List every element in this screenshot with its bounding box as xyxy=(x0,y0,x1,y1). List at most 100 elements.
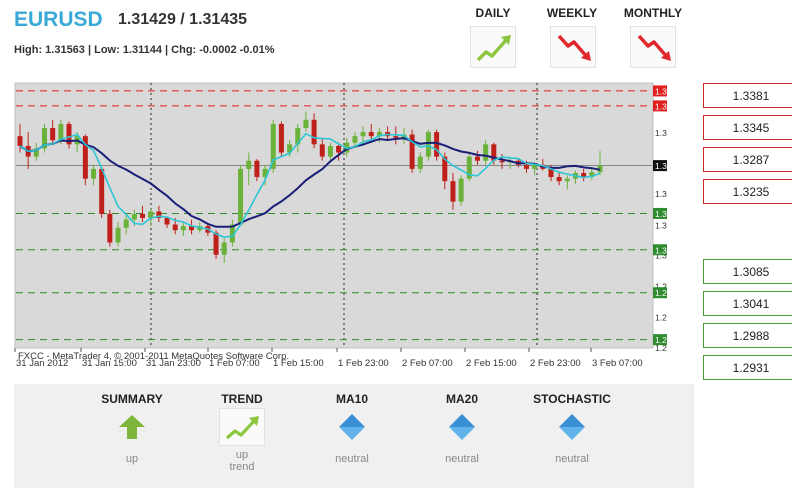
candle-up xyxy=(131,213,137,220)
resistance-label: 1.32170 xyxy=(655,101,667,111)
bid-ask-quote: 1.31429 / 1.31435 xyxy=(118,11,248,28)
candle-down xyxy=(474,156,480,161)
current-price-label: 1.31440 xyxy=(655,161,667,171)
resistance-label-bg xyxy=(653,85,667,97)
indicator-title: MA10 xyxy=(335,392,368,406)
chart-plot-area xyxy=(14,82,654,349)
indicator-value: up xyxy=(125,453,139,465)
candle-down xyxy=(450,181,456,202)
ma-slow-line xyxy=(19,137,601,228)
indicator-value: neutral xyxy=(555,453,589,465)
period-monthly-button[interactable] xyxy=(630,26,676,68)
indicator-title: TREND xyxy=(221,392,263,406)
indicator-ma20[interactable]: MA20 neutral xyxy=(407,392,517,465)
candle-down xyxy=(140,213,146,218)
arrow-up-icon xyxy=(119,415,145,439)
time-tick-label: 31 Jan 2012 xyxy=(16,358,68,367)
candle-down xyxy=(311,119,317,145)
candle-up xyxy=(270,123,276,169)
candle-down xyxy=(99,168,105,214)
current-price-bg xyxy=(653,160,667,172)
candle-down xyxy=(82,136,88,179)
candle-down xyxy=(66,123,72,145)
trend-icon-box xyxy=(219,408,265,446)
time-tick-label: 31 Jan 15:00 xyxy=(82,358,137,367)
support-label-bg xyxy=(653,207,667,219)
candle-down xyxy=(442,156,448,182)
price-stats: High: 1.31563 | Low: 1.31144 | Chg: -0.0… xyxy=(14,44,275,56)
support-level-3: 1.2988 xyxy=(703,323,792,348)
resistance-level-2: 1.3345 xyxy=(703,115,792,140)
price-tick-label: 1.30340 xyxy=(655,251,667,261)
candle-up xyxy=(238,168,244,225)
candle-down xyxy=(156,211,162,218)
symbol-title: EURUSD xyxy=(14,8,103,31)
candle-down xyxy=(548,168,554,178)
support-label-bg xyxy=(653,334,667,346)
candle-up xyxy=(564,178,570,182)
candle-down xyxy=(254,160,260,178)
time-tick-label: 2 Feb 15:00 xyxy=(466,358,517,367)
price-tick-label: 1.29210 xyxy=(655,343,667,353)
candle-up xyxy=(287,144,293,153)
resistance-label-bg xyxy=(653,100,667,112)
support-label: 1.29312 xyxy=(655,335,667,345)
candle-up xyxy=(352,136,358,143)
period-weekly-button[interactable] xyxy=(550,26,596,68)
indicator-title: SUMMARY xyxy=(101,392,163,406)
chart-grid xyxy=(150,83,538,348)
time-tick-label: 31 Jan 23:00 xyxy=(146,358,201,367)
candle-up xyxy=(466,156,472,179)
candle-up xyxy=(458,178,464,202)
resistance-level-4: 1.3235 xyxy=(703,179,792,204)
support-label: 1.29886 xyxy=(655,288,667,298)
chart-watermark: FXCC - MetaTrader 4, © 2001-2011 MetaQuo… xyxy=(18,351,289,362)
candle-up xyxy=(115,227,121,243)
candle-up xyxy=(123,219,129,228)
resistance-level-1: 1.3381 xyxy=(703,83,792,108)
candle-up xyxy=(42,127,48,149)
candle-up xyxy=(483,144,489,161)
indicator-value: up xyxy=(235,449,249,461)
candle-up xyxy=(246,160,252,169)
candle-up xyxy=(221,242,227,255)
period-label-monthly: MONTHLY xyxy=(623,6,683,20)
resistance-label: 1.32353 xyxy=(655,86,667,96)
time-axis: 31 Jan 2012 31 Jan 15:00 31 Jan 23:00 1 Feb… xyxy=(14,348,643,367)
candle-down xyxy=(368,132,374,137)
time-tick-label: 1 Feb 15:00 xyxy=(273,358,324,367)
period-label-daily: DAILY xyxy=(475,6,511,20)
ma-fast-line xyxy=(19,132,601,239)
neutral-diamond-icon xyxy=(559,414,585,440)
candle-down xyxy=(164,217,170,225)
time-tick-label: 1 Feb 07:00 xyxy=(209,358,260,367)
trend-down-icon xyxy=(557,34,591,61)
indicator-title: STOCHASTIC xyxy=(533,392,611,406)
indicator-ma10[interactable]: MA10 neutral xyxy=(297,392,407,465)
support-label-bg xyxy=(653,244,667,256)
candle-down xyxy=(107,213,113,243)
candle-down xyxy=(581,172,587,178)
resistance-level-3: 1.3287 xyxy=(703,147,792,172)
price-tick-label: 1.29580 xyxy=(655,313,667,323)
indicator-value-secondary: trend xyxy=(229,461,255,473)
trend-up-icon xyxy=(225,416,259,440)
candle-up xyxy=(229,224,235,243)
candle-down xyxy=(336,145,342,153)
candle-up xyxy=(532,164,538,169)
price-chart[interactable]: 1.31840 1.31090 1.30710 1.30340 1.29960 1.295… xyxy=(14,81,667,367)
time-tick-label: 1 Feb 23:00 xyxy=(338,358,389,367)
period-label-weekly: WEEKLY xyxy=(546,6,598,20)
time-tick-label: 2 Feb 07:00 xyxy=(402,358,453,367)
indicator-summary[interactable]: SUMMARY up xyxy=(77,392,187,465)
candle-down xyxy=(556,177,562,182)
period-daily-button[interactable] xyxy=(470,26,516,68)
indicator-stochastic[interactable]: STOCHASTIC neutral xyxy=(517,392,627,465)
candle-down xyxy=(172,224,178,231)
candle-down xyxy=(189,226,195,231)
candle-up xyxy=(589,172,595,178)
candle-down xyxy=(434,132,440,157)
candle-down xyxy=(50,127,56,141)
indicator-trend[interactable]: TREND up trend xyxy=(187,392,297,473)
